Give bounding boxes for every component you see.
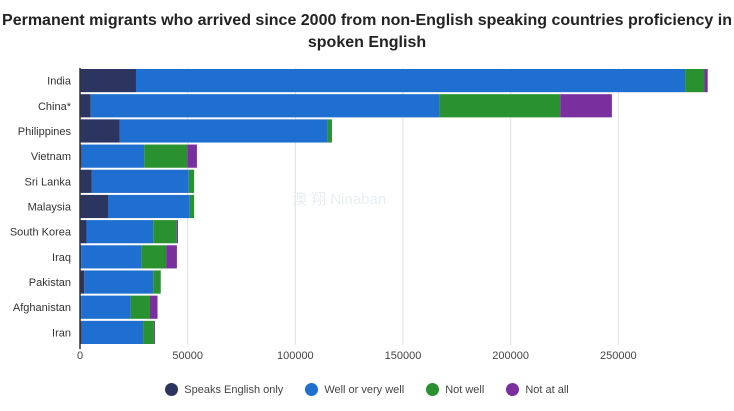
bar-sri-lanka-series-2 <box>188 169 195 193</box>
legend-swatch <box>165 383 179 396</box>
bar-afghanistan-series-2 <box>130 295 150 319</box>
bar-india-series-2 <box>685 69 705 93</box>
bar-pakistan-series-2 <box>153 270 161 294</box>
bar-iran-series-2 <box>143 320 154 344</box>
x-tick-label: 100000 <box>277 350 314 362</box>
bar-south-korea-series-3 <box>176 220 178 244</box>
bar-philippines-series-0 <box>80 119 120 143</box>
legend-item[interactable]: Well or very well <box>305 383 404 396</box>
bar-sri-lanka-series-1 <box>91 169 189 193</box>
bar-south-korea-series-2 <box>153 220 177 244</box>
y-category-label: India <box>47 76 72 88</box>
x-tick-label: 250000 <box>600 350 637 362</box>
bar-iran-series-0 <box>80 320 82 344</box>
y-category-label: Iraq <box>52 252 71 264</box>
bar-vietnam-series-2 <box>144 144 188 168</box>
y-category-label: Iran <box>52 327 71 339</box>
bar-vietnam-series-1 <box>81 144 145 168</box>
bar-iran-series-1 <box>81 320 144 344</box>
x-tick-label: 50000 <box>172 350 203 362</box>
y-category-label: Vietnam <box>31 151 71 163</box>
bar-philippines-series-2 <box>327 119 332 143</box>
bar-iran-series-3 <box>153 320 155 344</box>
y-category-label: Pakistan <box>29 277 71 289</box>
y-category-label: Sri Lanka <box>25 176 72 188</box>
x-tick-label: 200000 <box>492 350 529 362</box>
bar-iraq-series-1 <box>81 245 142 269</box>
bar-malaysia-series-0 <box>80 194 108 219</box>
bar-sri-lanka-series-0 <box>80 169 92 193</box>
bar-philippines-series-1 <box>119 119 328 143</box>
legend-item[interactable]: Not well <box>426 383 484 396</box>
legend-label: Speaks English only <box>184 383 284 396</box>
legend: Speaks English only Well or very well Not … <box>0 383 734 396</box>
bar-afghanistan-series-1 <box>81 295 131 319</box>
bar-vietnam-series-3 <box>187 144 197 168</box>
bar-pakistan-series-1 <box>84 270 154 294</box>
y-category-label: China* <box>38 101 72 113</box>
bar-vietnam-series-0 <box>80 144 82 168</box>
legend-label: Well or very well <box>324 383 405 396</box>
bar-india-series-1 <box>135 69 686 93</box>
legend-item[interactable]: Speaks English only <box>165 383 283 396</box>
legend-label: Not well <box>445 383 485 396</box>
bar-pakistan-series-0 <box>80 270 85 294</box>
bar-china--series-2 <box>439 94 561 118</box>
y-category-label: Malaysia <box>28 202 72 214</box>
bar-south-korea-series-0 <box>80 220 87 244</box>
legend-item[interactable]: Not at all <box>506 383 569 396</box>
legend-swatch <box>506 383 520 396</box>
bar-china--series-3 <box>560 94 612 118</box>
legend-label: Not at all <box>525 383 569 396</box>
bar-iraq-series-2 <box>141 245 167 269</box>
bar-india-series-0 <box>80 69 136 93</box>
x-tick-label: 150000 <box>385 350 422 362</box>
x-tick-label: 0 <box>77 350 83 362</box>
bar-china--series-1 <box>90 94 440 118</box>
chart-title: Permanent migrants who arrived since 200… <box>2 12 732 51</box>
y-category-label: Philippines <box>18 126 72 138</box>
watermark: 澳 翔 Ninaban <box>292 191 387 208</box>
bar-malaysia-series-1 <box>107 194 190 219</box>
bar-afghanistan-series-3 <box>149 295 158 319</box>
bar-india-series-3 <box>704 69 708 93</box>
legend-swatch <box>305 383 319 396</box>
bar-china--series-0 <box>80 94 91 118</box>
bar-iraq-series-3 <box>166 245 177 269</box>
bar-south-korea-series-1 <box>86 220 154 244</box>
legend-swatch <box>426 383 440 396</box>
y-category-label: Afghanistan <box>13 302 71 314</box>
y-category-label: South Korea <box>10 227 72 239</box>
bar-malaysia-series-2 <box>189 194 195 219</box>
